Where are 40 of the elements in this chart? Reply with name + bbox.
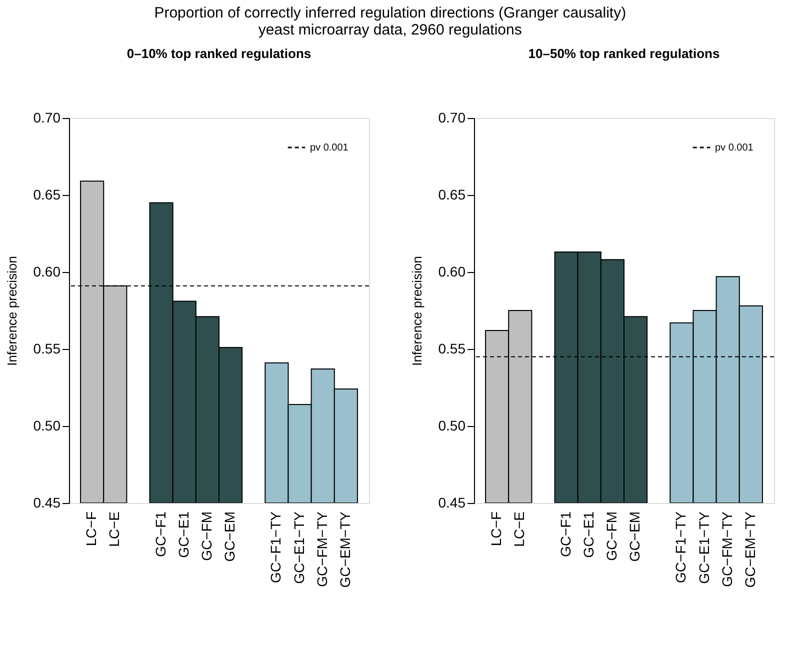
x-tick-label: GC−E1−TY: [290, 510, 307, 584]
y-tick-label: 0.45: [33, 494, 61, 510]
legend-label: pv 0.001: [715, 142, 754, 154]
y-tick-label: 0.55: [438, 340, 466, 356]
x-tick-label: GC−F1−TY: [268, 510, 284, 584]
y-tick-label: 0.70: [33, 110, 61, 126]
y-tick-label: 0.70: [438, 110, 466, 126]
x-tick-label: GC−EM: [626, 512, 643, 562]
y-axis-title: Inference precision: [409, 256, 424, 366]
chart-title: 10–50% top ranked regulations: [528, 46, 720, 61]
x-tick-label: LC−F: [488, 512, 504, 546]
x-tick-label: GC−F1: [557, 511, 574, 558]
x-tick-label: LC−E: [511, 512, 528, 547]
text: Proportion of correctly inferred regulation directions (Granger causality): [154, 4, 626, 22]
x-tick-label: GC−E1: [580, 511, 596, 558]
y-tick-label: 0.45: [438, 494, 466, 510]
x-tick-label: GC−FM−TY: [314, 510, 330, 587]
x-tick-label: LC−F: [83, 512, 100, 546]
x-tick-label: LC−E: [106, 512, 122, 547]
y-tick-label: 0.50: [438, 418, 466, 434]
x-tick-label: GC−EM: [222, 512, 238, 562]
x-tick-label: GC−F1−TY: [672, 510, 689, 584]
y-tick-label: 0.50: [33, 418, 61, 434]
x-tick-label: GC−FM−TY: [718, 510, 735, 587]
x-tick-label: GC−F1: [152, 511, 168, 558]
x-tick-label: GC−EM−TY: [742, 510, 758, 588]
y-tick-label: 0.60: [33, 264, 61, 280]
y-tick-label: 0.55: [33, 340, 61, 356]
y-axis-title: Inference precision: [4, 256, 20, 366]
x-tick-label: GC−FM: [198, 512, 214, 561]
chart-title: 0–10% top ranked regulations: [126, 46, 312, 61]
legend-label: pv 0.001: [310, 142, 349, 154]
x-tick-label: GC−E1−TY: [696, 510, 712, 584]
y-tick-label: 0.65: [33, 186, 61, 202]
x-tick-label: GC−FM: [603, 512, 620, 561]
y-tick-label: 0.65: [438, 186, 466, 202]
text: yeast microarray data, 2960 regulations: [258, 22, 522, 38]
y-tick-label: 0.60: [438, 264, 466, 280]
x-tick-label: GC−EM−TY: [336, 510, 353, 588]
x-tick-label: GC−E1: [175, 511, 192, 558]
